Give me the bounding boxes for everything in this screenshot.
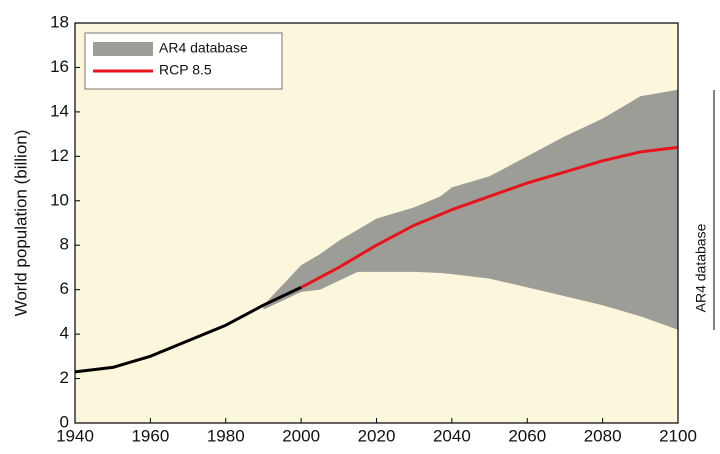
x-tick-label: 2040 (433, 426, 471, 445)
legend-swatch (93, 42, 153, 56)
y-tick-label: 0 (60, 412, 69, 431)
y-tick-label: 4 (60, 324, 69, 343)
legend-label: AR4 database (159, 40, 248, 56)
x-tick-label: 1980 (207, 426, 245, 445)
y-tick-label: 8 (60, 235, 69, 254)
line (74, 286, 302, 374)
y-tick-label: 10 (50, 190, 69, 209)
y-tick-label: 18 (50, 12, 69, 31)
y-tick-label: 2 (60, 368, 69, 387)
x-tick-label: 2080 (584, 426, 622, 445)
x-tick-label: 1960 (131, 426, 169, 445)
y-tick-label: 14 (50, 101, 69, 120)
x-tick-label: 2100 (659, 426, 697, 445)
y-tick-label: 6 (60, 279, 69, 298)
x-tick-label: 2000 (282, 426, 320, 445)
y-axis-label: World population (billion) (11, 130, 30, 317)
side-label: AR4 database (693, 223, 709, 312)
range-band (263, 89, 678, 330)
x-tick-label: 2020 (358, 426, 396, 445)
y-tick-label: 16 (50, 57, 69, 76)
x-tick-label: 2060 (508, 426, 546, 445)
x-tick-label: 1940 (56, 426, 94, 445)
line (300, 145, 679, 289)
legend-label: RCP 8.5 (159, 62, 212, 78)
y-tick-label: 12 (50, 146, 69, 165)
